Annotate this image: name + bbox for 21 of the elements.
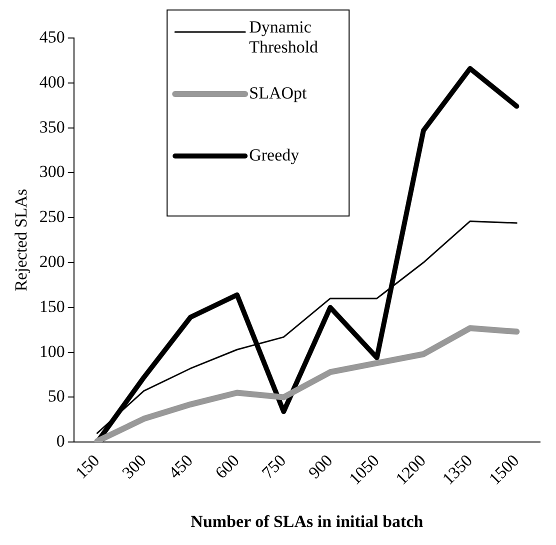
y-tick-label: 50 xyxy=(48,386,65,406)
x-tick-label: 900 xyxy=(304,450,336,482)
x-tick-label: 750 xyxy=(258,450,290,482)
x-tick-label: 600 xyxy=(212,450,244,482)
x-axis-title: Number of SLAs in initial batch xyxy=(190,512,424,532)
y-tick-label: 400 xyxy=(39,72,65,92)
legend-label: SLAOpt xyxy=(249,83,308,102)
y-tick-label: 250 xyxy=(39,207,65,226)
y-tick-label: 350 xyxy=(39,117,65,136)
y-tick-label: 450 xyxy=(39,27,65,46)
legend-label: Dynamic Threshold xyxy=(249,17,319,56)
legend-label: Greedy xyxy=(249,145,300,164)
x-tick-label: 450 xyxy=(164,450,196,482)
y-tick-label: 100 xyxy=(39,342,65,361)
y-axis-title: Rejected SLAs xyxy=(12,188,31,292)
y-tick-label: 0 xyxy=(56,432,65,451)
x-tick-label: 300 xyxy=(118,450,150,482)
y-tick-label: 200 xyxy=(39,252,65,271)
y-tick-label: 300 xyxy=(39,162,65,182)
y-tick-label: 150 xyxy=(39,296,65,316)
x-tick-label: 150 xyxy=(72,450,104,482)
